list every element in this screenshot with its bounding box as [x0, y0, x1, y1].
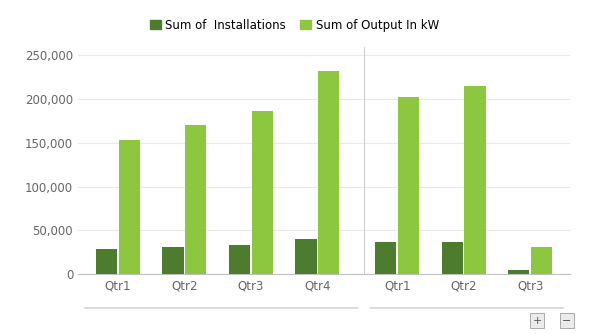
Bar [119, 140, 140, 274]
Bar [508, 270, 529, 274]
Bar [163, 247, 184, 274]
Text: +: + [532, 316, 542, 326]
Bar [295, 239, 317, 274]
Text: −: − [562, 316, 572, 326]
Bar [185, 125, 206, 274]
Legend: Sum of  Installations, Sum of Output In kW: Sum of Installations, Sum of Output In k… [145, 14, 443, 36]
Bar [318, 71, 339, 274]
Bar [229, 245, 250, 274]
Bar [531, 247, 552, 274]
Bar [96, 248, 117, 274]
Bar [442, 242, 463, 274]
Bar [375, 241, 397, 274]
Bar [398, 98, 419, 274]
Bar [251, 112, 273, 274]
Bar [464, 86, 485, 274]
